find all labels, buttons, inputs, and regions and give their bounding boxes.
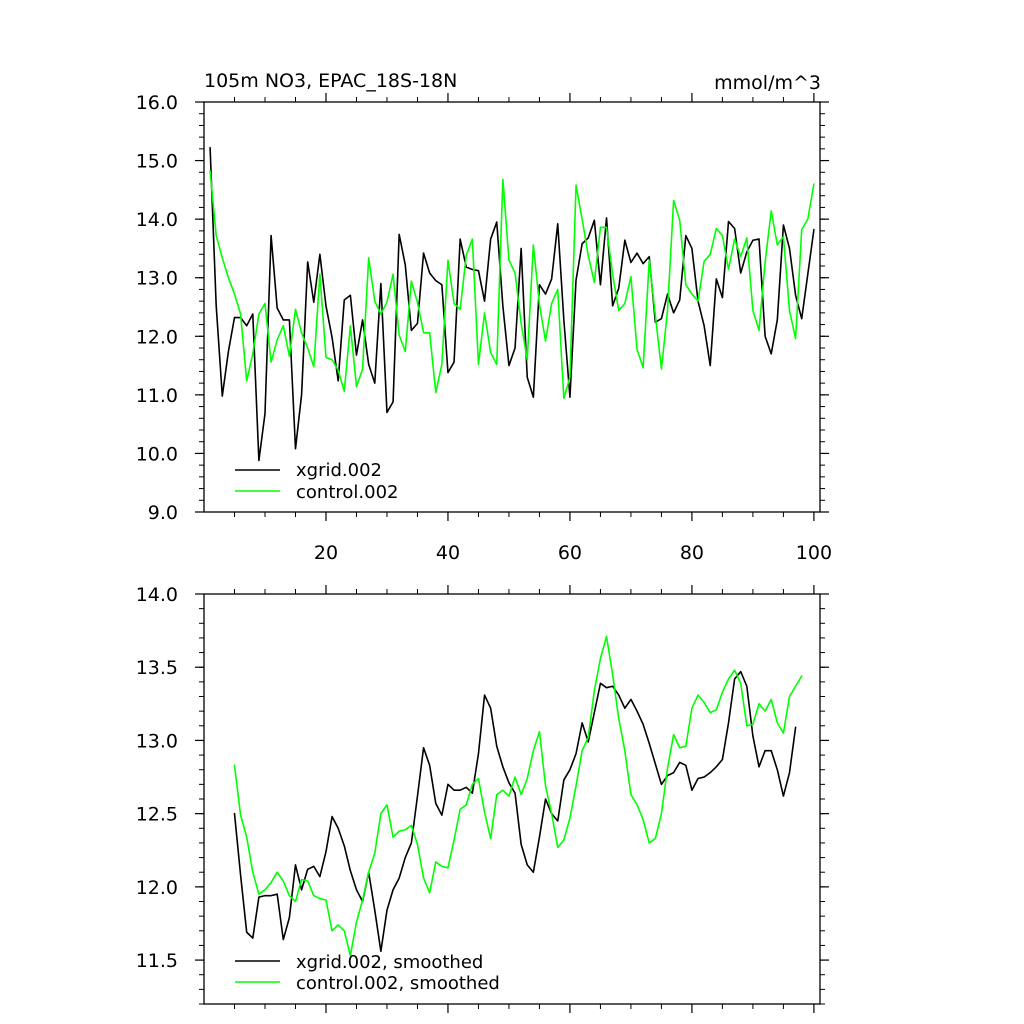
top-y-tick-label: 11.0 [136,385,178,407]
top-y-tick-label: 15.0 [136,151,178,173]
top-x-tick-label: 60 [558,542,582,564]
legend-control-label: control.002 [296,482,398,503]
bottom-series [233,635,803,957]
bottom-plot-frame [203,593,821,1005]
legend-control-smoothed-label: control.002, smoothed [296,973,500,994]
top-y-tick-label: 16.0 [136,92,178,114]
bottom-y-tick-label: 12.0 [136,877,178,899]
top-y-tick-label: 9.0 [148,502,178,524]
bottom-y-tick-label: 13.0 [136,730,178,752]
bottom-legend: xgrid.002, smoothed control.002, smoothe… [235,952,500,994]
top-title: 105m NO3, EPAC_18S-18N [204,70,457,92]
bottom-ticks: 11.5 12.0 12.5 13.0 13.5 14.0 [136,584,829,1013]
top-x-tick-label: 80 [680,542,704,564]
top-series [209,146,815,462]
bottom-panel: 11.5 12.0 12.5 13.0 13.5 14.0 xgrid.002, smoo… [136,584,829,1013]
bottom-y-tick-label: 13.5 [136,657,178,679]
legend-xgrid-smoothed-label: xgrid.002, smoothed [296,952,483,973]
top-y-tick-label: 10.0 [136,443,178,465]
top-x-tick-label: 100 [796,542,832,564]
bottom-y-tick-label: 14.0 [136,584,178,606]
top-y-tick-label: 12.0 [136,326,178,348]
bottom-series-control-002-line [233,635,803,957]
top-x-tick-label: 20 [314,542,338,564]
top-y-tick-label: 13.0 [136,268,178,290]
top-series-xgrid-002-line [209,146,815,462]
top-plot-frame [203,101,821,513]
legend-xgrid-label: xgrid.002 [296,460,382,481]
top-ticks: 9.0 10.0 11.0 12.0 13.0 14.0 15.0 16.0 20 40 60 80 1… [136,92,832,564]
bottom-y-tick-label: 12.5 [136,804,178,826]
top-series-control-002-line [209,170,815,400]
top-panel: 105m NO3, EPAC_18S-18N mmol/m^3 9.0 10.0 1… [136,70,832,564]
top-units-label: mmol/m^3 [714,72,821,94]
top-x-tick-label: 40 [436,542,460,564]
bottom-y-tick-label: 11.5 [136,950,178,972]
top-legend: xgrid.002 control.002 [235,460,398,503]
top-y-tick-label: 14.0 [136,209,178,231]
bottom-series-xgrid-002-line [233,670,797,953]
